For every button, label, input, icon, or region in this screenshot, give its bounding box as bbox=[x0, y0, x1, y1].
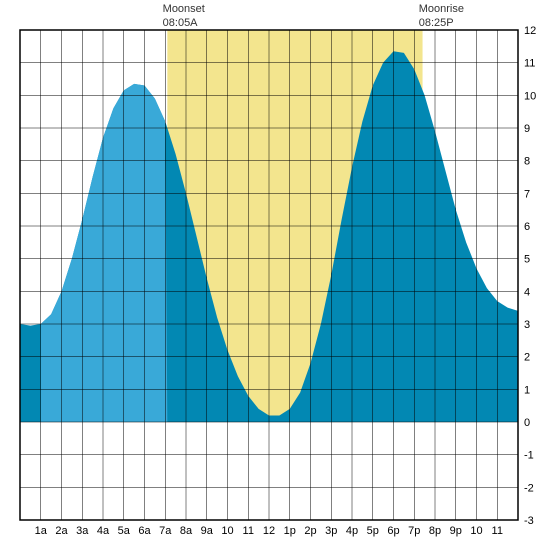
y-tick-label: -1 bbox=[524, 450, 534, 462]
y-tick-label: 9 bbox=[524, 123, 530, 135]
y-tick-label: 3 bbox=[524, 319, 530, 331]
x-tick-label: 4a bbox=[97, 525, 110, 537]
moonrise-title: Moonrise bbox=[419, 2, 464, 16]
x-tick-label: 7a bbox=[159, 525, 172, 537]
x-tick-label: 10 bbox=[470, 525, 482, 537]
y-tick-label: -3 bbox=[524, 515, 534, 527]
moonrise-time: 08:25P bbox=[419, 16, 464, 30]
x-tick-label: 3a bbox=[76, 525, 89, 537]
x-tick-label: 2a bbox=[55, 525, 68, 537]
x-tick-label: 3p bbox=[325, 525, 337, 537]
y-tick-label: 12 bbox=[524, 25, 536, 37]
moonrise-annotation: Moonrise08:25P bbox=[419, 2, 464, 31]
y-tick-label: 7 bbox=[524, 188, 530, 200]
moonset-title: Moonset bbox=[163, 2, 205, 16]
x-tick-label: 6a bbox=[138, 525, 151, 537]
x-tick-label: 2p bbox=[304, 525, 316, 537]
y-tick-label: 1 bbox=[524, 384, 530, 396]
moonset-time: 08:05A bbox=[163, 16, 205, 30]
tide-area-light bbox=[41, 84, 168, 422]
x-tick-label: 8p bbox=[429, 525, 441, 537]
y-tick-label: 5 bbox=[524, 254, 530, 266]
x-tick-label: 5a bbox=[118, 525, 131, 537]
x-tick-label: 10 bbox=[221, 525, 233, 537]
y-tick-label: 8 bbox=[524, 156, 530, 168]
x-tick-label: 12 bbox=[263, 525, 275, 537]
x-tick-label: 9a bbox=[201, 525, 214, 537]
tide-chart: 1a2a3a4a5a6a7a8a9a1011121p2p3p4p5p6p7p8p… bbox=[0, 0, 550, 550]
chart-svg: 1a2a3a4a5a6a7a8a9a1011121p2p3p4p5p6p7p8p… bbox=[0, 0, 550, 550]
x-tick-label: 11 bbox=[243, 525, 254, 537]
y-tick-label: -2 bbox=[524, 482, 534, 494]
x-tick-label: 1p bbox=[284, 525, 296, 537]
y-tick-label: 4 bbox=[524, 286, 530, 298]
moonset-annotation: Moonset08:05A bbox=[163, 2, 205, 31]
x-tick-label: 6p bbox=[387, 525, 399, 537]
x-tick-label: 5p bbox=[367, 525, 379, 537]
y-tick-label: 10 bbox=[524, 90, 536, 102]
y-tick-label: 11 bbox=[524, 58, 535, 70]
x-tick-label: 11 bbox=[492, 525, 503, 537]
x-tick-label: 9p bbox=[450, 525, 462, 537]
y-tick-label: 2 bbox=[524, 352, 530, 364]
y-tick-label: 0 bbox=[524, 417, 530, 429]
x-tick-label: 1a bbox=[35, 525, 48, 537]
x-tick-label: 4p bbox=[346, 525, 358, 537]
y-tick-label: 6 bbox=[524, 221, 530, 233]
x-tick-label: 7p bbox=[408, 525, 420, 537]
x-tick-label: 8a bbox=[180, 525, 193, 537]
